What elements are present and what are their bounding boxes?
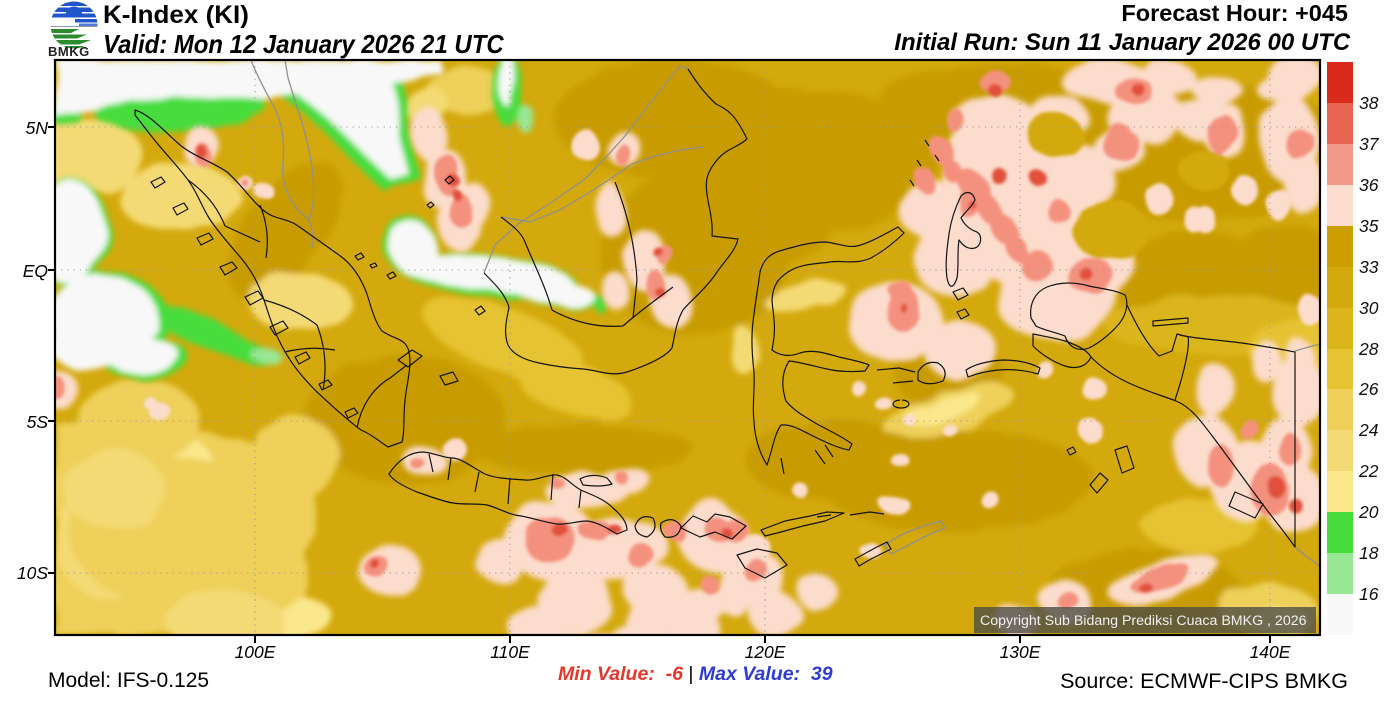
svg-text:Copyright Sub Bidang Prediksi: Copyright Sub Bidang Prediksi Cuaca BMKG…: [980, 613, 1307, 629]
